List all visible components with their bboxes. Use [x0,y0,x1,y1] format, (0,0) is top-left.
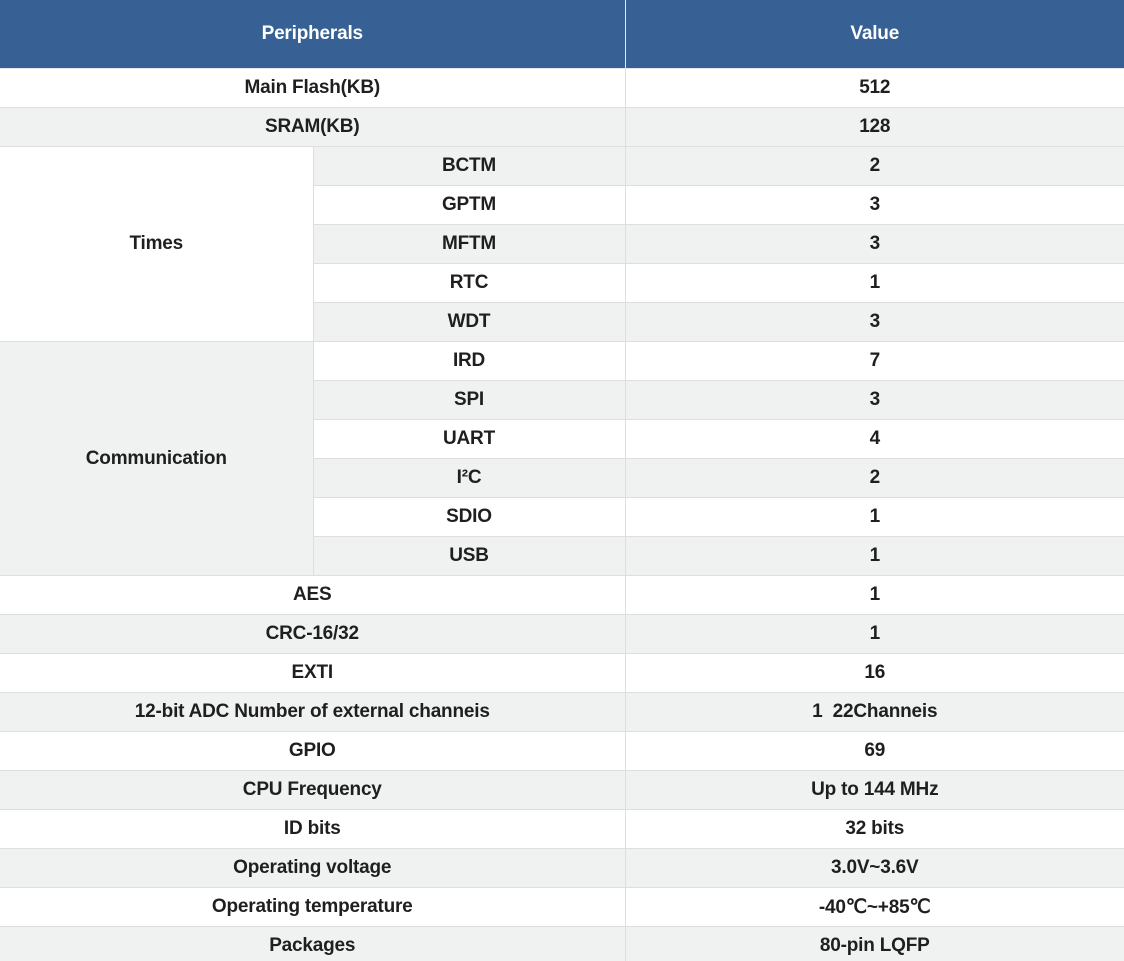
sub-peripheral-cell: I²C [313,458,626,498]
value-cell: 4 [624,419,1124,459]
value-cell: 128 [624,107,1124,147]
table-row: EXTI 16 [0,653,1124,693]
value-header: Value [624,0,1124,69]
peripheral-cell: 12-bit ADC Number of external channeis [0,692,626,732]
table-row: CRC-16/32 1 [0,614,1124,654]
peripheral-cell: AES [0,575,626,615]
sub-peripheral-cell: GPTM [313,185,626,225]
sub-peripheral-cell: IRD [312,341,626,381]
value-cell: 2 [624,146,1124,186]
table-row: Operating temperature -40℃~+85℃ [0,887,1124,927]
table-row: SPI 3 [0,380,1124,420]
table-row: AES 1 [0,575,1124,615]
peripheral-cell: CRC-16/32 [0,614,626,654]
value-cell: 1 [624,263,1124,303]
table-row: UART 4 [0,419,1124,459]
peripheral-cell: Main Flash(KB) [0,68,626,108]
table-row: 12-bit ADC Number of external channeis 1 … [0,692,1124,732]
sub-peripheral-cell: SDIO [313,497,626,537]
peripheral-cell: EXTI [0,653,626,693]
value-cell: 1 22Channeis [624,692,1124,732]
sub-peripheral-cell: SPI [313,380,626,420]
peripheral-cell: ID bits [0,809,626,849]
table-row: Packages 80-pin LQFP [0,926,1124,961]
value-cell: 16 [624,653,1124,693]
peripheral-cell: CPU Frequency [0,770,626,810]
peripheral-cell: Packages [0,926,626,961]
sub-peripheral-cell: WDT [313,302,626,342]
table-row: I²C 2 [0,458,1124,498]
table-row: SRAM(KB) 128 [0,107,1124,147]
table-row: Times BCTM 2 [0,146,1124,342]
table-row: Communication IRD 7 [0,341,1124,576]
value-cell: 1 [624,575,1124,615]
sub-peripheral-cell: BCTM [312,146,626,186]
value-cell: Up to 144 MHz [624,770,1124,810]
sub-peripheral-cell: USB [313,536,626,576]
table-row: USB 1 [0,536,1124,576]
value-cell: 3 [624,380,1124,420]
value-cell: 32 bits [624,809,1124,849]
value-cell: 3 [624,224,1124,264]
spec-table-body: Main Flash(KB) 512 SRAM(KB) 128 Times BCTM 2 GP… [0,68,1124,961]
table-row: RTC 1 [0,263,1124,303]
table-row: MFTM 3 [0,224,1124,264]
peripheral-cell: GPIO [0,731,626,771]
table-row: Operating voltage 3.0V~3.6V [0,848,1124,888]
table-row: GPTM 3 [0,185,1124,225]
value-cell: 3 [624,185,1124,225]
value-cell: 2 [624,458,1124,498]
table-row: SDIO 1 [0,497,1124,537]
table-row: ID bits 32 bits [0,809,1124,849]
sub-peripheral-cell: RTC [313,263,626,303]
group-cell: Times [0,146,314,342]
table-row: Main Flash(KB) 512 [0,68,1124,108]
peripherals-header: Peripherals [0,0,626,69]
table-row: CPU Frequency Up to 144 MHz [0,770,1124,810]
sub-peripheral-cell: MFTM [313,224,626,264]
table-row: GPIO 69 [0,731,1124,771]
value-cell: 3.0V~3.6V [624,848,1124,888]
sub-peripheral-cell: UART [313,419,626,459]
value-cell: 80-pin LQFP [624,926,1124,961]
value-cell: 512 [624,68,1124,108]
value-cell: 1 [624,536,1124,576]
group-cell: Communication [0,341,314,576]
value-cell: 69 [624,731,1124,771]
value-cell: 1 [624,497,1124,537]
value-cell: 7 [624,341,1124,381]
peripheral-cell: SRAM(KB) [0,107,626,147]
value-cell: -40℃~+85℃ [624,887,1124,927]
peripheral-cell: Operating temperature [0,887,626,927]
peripheral-cell: Operating voltage [0,848,626,888]
value-cell: 3 [624,302,1124,342]
value-cell: 1 [624,614,1124,654]
table-header-row: Peripherals Value [0,0,1124,69]
